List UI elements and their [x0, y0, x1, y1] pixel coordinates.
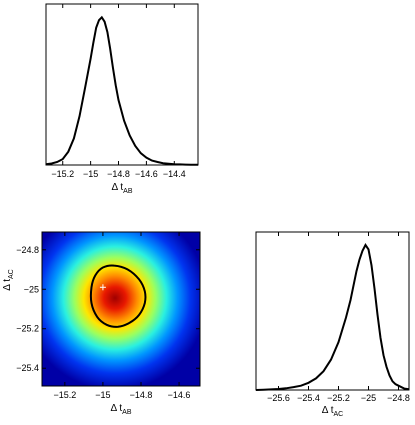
plot-frame [45, 3, 199, 166]
x-axis: −15.2 −15 −14.8 −14.6 −14.4 [51, 4, 186, 179]
x-tick-label: −25.6 [267, 393, 290, 403]
x-axis-label: Δ tAB [110, 403, 131, 416]
y-axis-label: Δ tAC [2, 269, 15, 290]
x-tick-label: −15.2 [53, 390, 76, 400]
heatmap-field [42, 232, 200, 386]
y-tick-label: −24.8 [16, 245, 39, 255]
x-tick-label: −15.2 [51, 169, 74, 179]
true-value-marker [99, 284, 106, 291]
y-tick-label: −25 [24, 284, 39, 294]
x-tick-label: −14.4 [163, 169, 186, 179]
plot-frame [255, 231, 410, 391]
marginal-ac-panel: −25.6 −25.4 −25.2 −25 −24.8 Δ tAC [255, 231, 410, 418]
y-tick-label: −25.4 [16, 363, 39, 373]
x-axis: −25.6 −25.4 −25.2 −25 −24.8 [267, 232, 410, 403]
x-tick-label: −24.8 [387, 393, 410, 403]
x-tick-label: −25 [361, 393, 376, 403]
x-tick-label: −14.8 [107, 169, 130, 179]
x-tick-label: −14.6 [168, 390, 191, 400]
x-tick-label: −25.4 [297, 393, 320, 403]
x-tick-label: −14.6 [135, 169, 158, 179]
axes: −15.2 −15 −14.8 −14.6 −24.8 −25 −25.2 −25.4 [16, 232, 200, 400]
x-axis-label: Δ tAB [111, 182, 132, 195]
x-tick-label: −15 [83, 169, 98, 179]
x-tick-label: −14.8 [130, 390, 153, 400]
x-tick-label: −15 [95, 390, 110, 400]
series-line [255, 243, 410, 391]
x-tick-label: −25.2 [327, 393, 350, 403]
plot-frame [41, 231, 201, 387]
x-axis-label: Δ tAC [322, 405, 343, 418]
series-line [45, 15, 198, 166]
marginal-ab-panel: −15.2 −15 −14.8 −14.6 −14.4 Δ tAB [45, 3, 199, 195]
confidence-contour [89, 264, 147, 328]
joint-heatmap-panel: −15.2 −15 −14.8 −14.6 −24.8 −25 −25.2 −25.4 Δ t… [2, 231, 201, 416]
y-tick-label: −25.2 [16, 324, 39, 334]
